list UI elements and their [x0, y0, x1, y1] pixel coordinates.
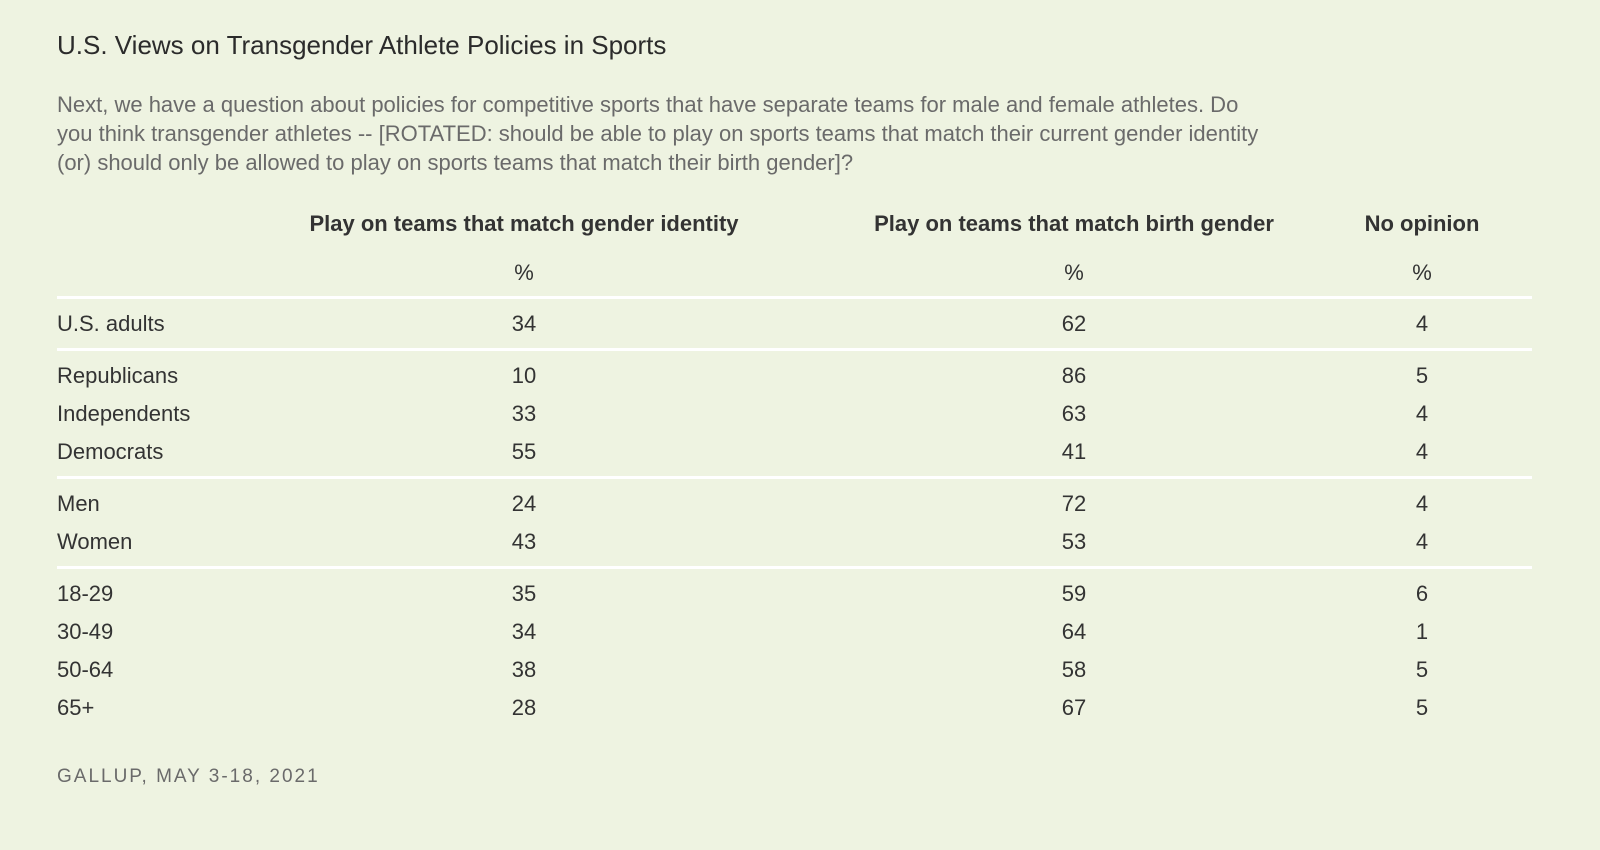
column-unit-gender-identity: %: [514, 260, 534, 285]
column-unit-birth-gender: %: [1064, 260, 1084, 285]
data-cell: 59: [1061, 581, 1087, 606]
row-label: Men: [57, 491, 100, 516]
data-cell: 43: [511, 529, 537, 554]
data-cell: 64: [1061, 619, 1087, 644]
data-cell: 62: [1061, 311, 1087, 336]
group-divider: [57, 348, 1532, 351]
table-row: U.S. adults 34 62 4: [57, 311, 1532, 349]
table-row: 50-64 38 58 5: [57, 657, 1532, 695]
row-label: Democrats: [57, 439, 164, 464]
data-cell: 34: [511, 311, 537, 336]
row-label: Women: [57, 529, 133, 554]
data-cell: 35: [511, 581, 537, 606]
data-cell: 41: [1061, 439, 1087, 464]
source-note: GALLUP, MAY 3-18, 2021: [57, 766, 320, 787]
data-cell: 86: [1061, 363, 1087, 388]
data-cell: 34: [511, 619, 537, 644]
data-cell: 1: [1415, 619, 1429, 644]
group-divider: [57, 476, 1532, 479]
column-header-gender-identity: Play on teams that match gender identity: [309, 211, 739, 236]
group-divider: [57, 566, 1532, 569]
row-label: Independents: [57, 401, 191, 426]
data-cell: 10: [511, 363, 537, 388]
data-cell: 72: [1061, 491, 1087, 516]
row-label: 50-64: [57, 657, 114, 682]
table-row: 30-49 34 64 1: [57, 619, 1532, 657]
table-row: 18-29 35 59 6: [57, 581, 1532, 619]
data-cell: 63: [1061, 401, 1087, 426]
data-cell: 4: [1415, 491, 1429, 516]
table-row: Women 43 53 4: [57, 529, 1532, 567]
data-cell: 24: [511, 491, 537, 516]
data-cell: 67: [1061, 695, 1087, 720]
column-unit-no-opinion: %: [1412, 260, 1432, 285]
data-cell: 4: [1415, 439, 1429, 464]
data-cell: 4: [1415, 401, 1429, 426]
table-row: Men 24 72 4: [57, 491, 1532, 529]
data-cell: 28: [511, 695, 537, 720]
group-divider: [57, 296, 1532, 299]
data-cell: 53: [1061, 529, 1087, 554]
table-row: 65+ 28 67 5: [57, 695, 1532, 733]
data-cell: 5: [1415, 657, 1429, 682]
table-row: Republicans 10 86 5: [57, 363, 1532, 401]
table-row: Democrats 55 41 4: [57, 439, 1532, 477]
data-cell: 33: [511, 401, 537, 426]
data-cell: 38: [511, 657, 537, 682]
table-row: Independents 33 63 4: [57, 401, 1532, 439]
row-label: 65+: [57, 695, 95, 720]
data-cell: 5: [1415, 363, 1429, 388]
data-cell: 6: [1415, 581, 1429, 606]
row-label: 30-49: [57, 619, 114, 644]
data-cell: 5: [1415, 695, 1429, 720]
row-label: 18-29: [57, 581, 114, 606]
column-header-no-opinion: No opinion: [1364, 211, 1480, 236]
data-cell: 4: [1415, 529, 1429, 554]
chart-title: U.S. Views on Transgender Athlete Polici…: [57, 30, 667, 60]
row-label: U.S. adults: [57, 311, 165, 336]
data-cell: 4: [1415, 311, 1429, 336]
row-label: Republicans: [57, 363, 179, 388]
data-cell: 55: [511, 439, 537, 464]
column-header-birth-gender: Play on teams that match birth gender: [874, 211, 1274, 236]
question-text: Next, we have a question about policies …: [57, 92, 1259, 175]
data-cell: 58: [1061, 657, 1087, 682]
